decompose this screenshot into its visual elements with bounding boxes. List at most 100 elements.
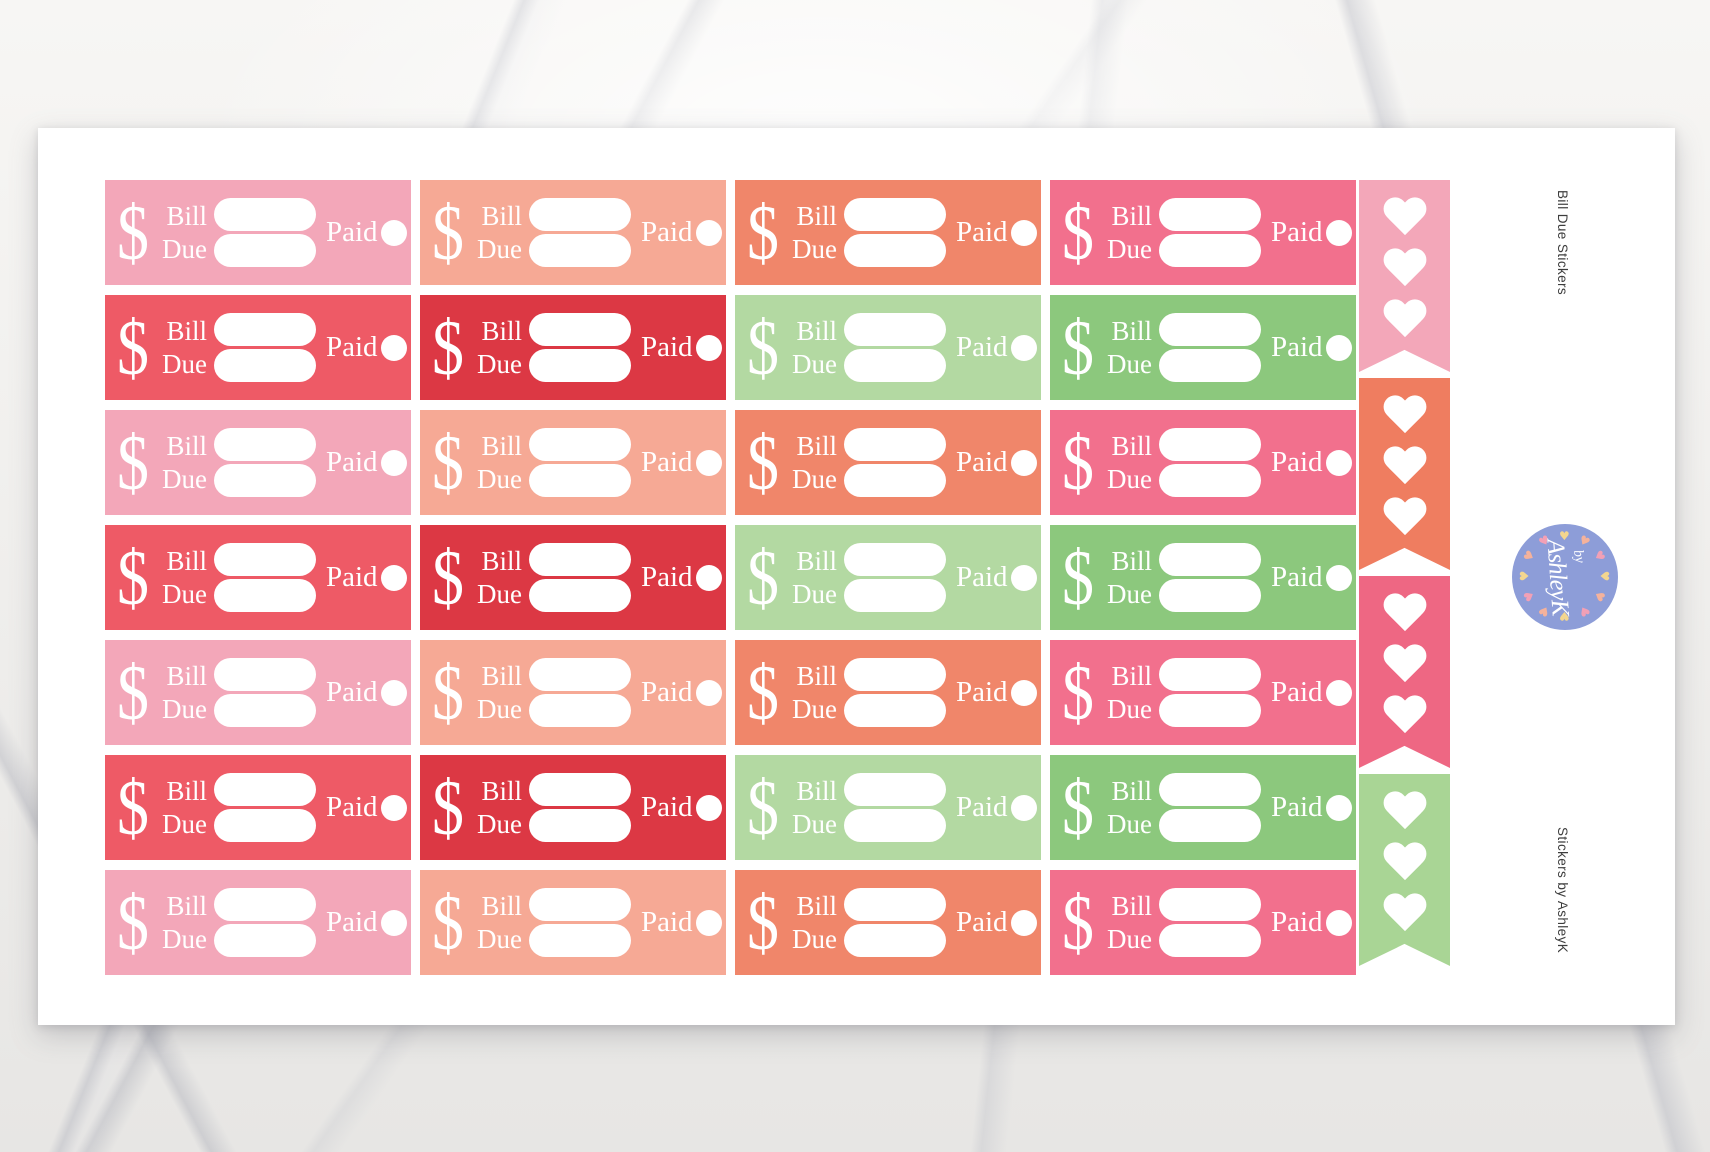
shop-name-vertical: Stickers by AshleyK	[1555, 827, 1570, 954]
paid-checkbox-circle	[695, 334, 722, 361]
bill-due-sticker: $ Bill Due Paid	[735, 410, 1041, 515]
due-label: Due	[792, 578, 837, 609]
write-in-fields	[214, 888, 316, 957]
dollar-sign-icon: $	[432, 188, 464, 276]
bill-due-label: Bill Due	[1102, 890, 1152, 955]
paid-label: Paid	[641, 676, 693, 708]
due-label: Due	[1107, 808, 1152, 839]
heart-checklist-flag	[1359, 576, 1450, 768]
dollar-sign-icon: $	[117, 418, 149, 506]
write-in-fields	[844, 773, 946, 842]
bill-due-sticker: $ Bill Due Paid	[1050, 410, 1356, 515]
dollar-sign-icon: $	[432, 303, 464, 391]
bill-due-sticker: $ Bill Due Paid	[420, 295, 726, 400]
paid-checkbox-circle	[695, 564, 722, 591]
due-label: Due	[792, 808, 837, 839]
due-write-in-field	[529, 809, 631, 842]
bill-write-in-field	[214, 313, 316, 346]
dollar-sign-icon: $	[1062, 303, 1094, 391]
due-label: Due	[1107, 463, 1152, 494]
paid-checkbox-circle	[380, 219, 407, 246]
dollar-sign-icon: $	[1062, 533, 1094, 621]
due-write-in-field	[214, 694, 316, 727]
bill-due-label: Bill Due	[157, 660, 207, 725]
paid-checkbox-circle	[380, 679, 407, 706]
paid-checkbox-circle	[695, 449, 722, 476]
bill-write-in-field	[529, 658, 631, 691]
paid-label: Paid	[641, 791, 693, 823]
heart-icon	[1382, 792, 1428, 832]
bill-due-label: Bill Due	[472, 200, 522, 265]
bill-due-sticker: $ Bill Due Paid	[735, 180, 1041, 285]
heart-icon: ♥	[1597, 570, 1612, 582]
bill-write-in-field	[529, 773, 631, 806]
write-in-fields	[214, 198, 316, 267]
dollar-sign-icon: $	[432, 533, 464, 621]
bill-write-in-field	[529, 543, 631, 576]
due-label: Due	[477, 693, 522, 724]
bill-write-in-field	[1159, 658, 1261, 691]
dollar-sign-icon: $	[432, 878, 464, 966]
bill-due-label: Bill Due	[787, 660, 837, 725]
due-label: Due	[792, 233, 837, 264]
paid-checkbox-circle	[1325, 449, 1352, 476]
bill-due-sticker: $ Bill Due Paid	[105, 410, 411, 515]
bill-label: Bill	[1111, 891, 1152, 922]
due-label: Due	[477, 578, 522, 609]
bill-due-label: Bill Due	[157, 545, 207, 610]
bill-write-in-field	[844, 198, 946, 231]
due-write-in-field	[844, 694, 946, 727]
bill-write-in-field	[1159, 198, 1261, 231]
heart-icon	[1382, 249, 1428, 289]
due-label: Due	[162, 463, 207, 494]
paid-checkbox-circle	[1325, 564, 1352, 591]
bill-due-sticker: $ Bill Due Paid	[420, 525, 726, 630]
bill-write-in-field	[1159, 313, 1261, 346]
due-label: Due	[792, 348, 837, 379]
paid-checkbox-circle	[380, 449, 407, 476]
write-in-fields	[529, 658, 631, 727]
bill-write-in-field	[529, 198, 631, 231]
due-write-in-field	[844, 464, 946, 497]
paid-label: Paid	[956, 216, 1008, 248]
paid-label: Paid	[641, 331, 693, 363]
bill-write-in-field	[1159, 428, 1261, 461]
bill-label: Bill	[796, 316, 837, 347]
bill-due-label: Bill Due	[472, 430, 522, 495]
bill-write-in-field	[844, 428, 946, 461]
bill-label: Bill	[166, 661, 207, 692]
write-in-fields	[529, 888, 631, 957]
heart-icon	[1382, 843, 1428, 883]
paid-label: Paid	[641, 906, 693, 938]
paid-checkbox-circle	[695, 794, 722, 821]
heart-checklist-flag	[1359, 774, 1450, 966]
due-label: Due	[162, 923, 207, 954]
bill-due-label: Bill Due	[787, 890, 837, 955]
paid-label: Paid	[956, 676, 1008, 708]
bill-label: Bill	[1111, 661, 1152, 692]
due-write-in-field	[529, 234, 631, 267]
heart-icon	[1382, 894, 1428, 934]
write-in-fields	[1159, 658, 1261, 727]
bill-write-in-field	[214, 543, 316, 576]
dollar-sign-icon: $	[432, 648, 464, 736]
paid-checkbox-circle	[380, 794, 407, 821]
write-in-fields	[844, 198, 946, 267]
due-label: Due	[162, 348, 207, 379]
heart-icon: ♥	[1559, 609, 1570, 623]
due-write-in-field	[214, 579, 316, 612]
due-label: Due	[792, 923, 837, 954]
paid-label: Paid	[1271, 561, 1323, 593]
due-write-in-field	[1159, 579, 1261, 612]
dollar-sign-icon: $	[117, 878, 149, 966]
bill-write-in-field	[1159, 543, 1261, 576]
bill-label: Bill	[481, 431, 522, 462]
dollar-sign-icon: $	[117, 303, 149, 391]
sticker-grid: $ Bill Due Paid $ Bill Due Paid $ Bill D…	[105, 180, 1395, 990]
write-in-fields	[529, 313, 631, 382]
dollar-sign-icon: $	[1062, 763, 1094, 851]
sticker-sheet: $ Bill Due Paid $ Bill Due Paid $ Bill D…	[38, 128, 1675, 1025]
paid-checkbox-circle	[1325, 334, 1352, 361]
paid-label: Paid	[956, 906, 1008, 938]
bill-label: Bill	[796, 546, 837, 577]
